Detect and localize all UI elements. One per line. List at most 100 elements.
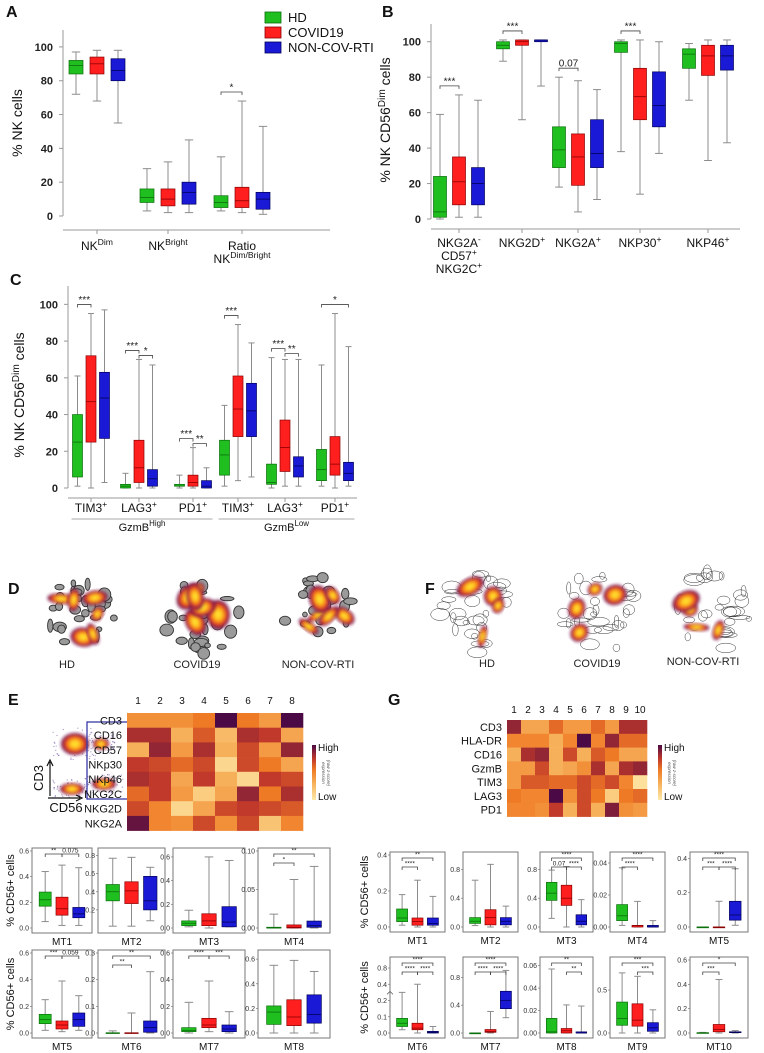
- heatmap-cell: [149, 801, 172, 817]
- event-dot: [111, 743, 113, 746]
- box-covid19: [329, 313, 341, 489]
- event-dot: [116, 784, 118, 786]
- event-dot: [52, 731, 54, 733]
- event-dot: [52, 781, 55, 783]
- box-hd: [396, 991, 408, 1031]
- heatmap-cell: [259, 713, 282, 728]
- bracket-line: [401, 866, 418, 870]
- box: [571, 133, 585, 186]
- bracket-line: [502, 30, 523, 34]
- label-segment: NK: [214, 252, 231, 266]
- bracket-line: [621, 962, 654, 966]
- heatmap-cell: [577, 761, 592, 776]
- superscript: +: [344, 499, 349, 509]
- heatmap-cell: [259, 727, 282, 743]
- significance-label: ***: [444, 76, 456, 87]
- box: [546, 882, 558, 901]
- significance-label: **: [129, 950, 135, 957]
- box: [633, 67, 647, 121]
- event-dot: [88, 735, 90, 737]
- event-dot: [58, 790, 60, 792]
- event-dot: [91, 731, 93, 733]
- heatmap-row-label: GzmB: [471, 763, 502, 775]
- contour-island: [717, 595, 731, 605]
- significance-bracket: ***: [44, 950, 63, 959]
- significance-label: ****: [561, 852, 572, 859]
- box: [147, 469, 158, 487]
- contour-island: [724, 617, 736, 626]
- significance-bracket: ***: [502, 21, 523, 34]
- event-dot: [76, 780, 78, 782]
- y-tick-label: 0.4: [377, 853, 387, 860]
- box-non-cov-rti: [201, 467, 212, 489]
- superscript: +: [298, 499, 303, 509]
- bracket-line: [637, 971, 654, 975]
- y-axis-label: % CD56+ cells: [5, 957, 17, 1030]
- heatmap-cell: [619, 802, 634, 817]
- contour-island: [57, 624, 66, 634]
- box: [469, 917, 481, 924]
- heatmap-cell: [507, 747, 522, 762]
- heatmap-cell: [259, 801, 282, 817]
- panel-title: MT6: [408, 1042, 428, 1053]
- box-hd: [68, 51, 84, 95]
- y-axis-label: % CD56+ cells: [5, 854, 17, 927]
- heatmap-cell: [577, 775, 592, 790]
- box: [89, 56, 105, 75]
- contour-island: [602, 624, 620, 631]
- significance-bracket: 0.075: [61, 848, 80, 857]
- contour-island: [219, 596, 235, 602]
- event-dot: [89, 733, 91, 736]
- y-tick-label: 0.2: [19, 900, 29, 907]
- tsne-label: HD: [479, 658, 495, 670]
- event-dot: [55, 749, 57, 751]
- heatmap-row-label: PD1: [481, 805, 502, 817]
- category-label: LAG3+: [121, 499, 157, 515]
- panel-title: MT10: [706, 1042, 732, 1053]
- contour-island: [441, 596, 457, 603]
- superscript: +: [152, 499, 157, 509]
- bracket-line: [718, 866, 736, 870]
- tsne-plot: HD: [47, 577, 118, 671]
- heatmap-cell: [127, 815, 150, 831]
- box: [616, 1001, 628, 1026]
- box-non-cov-rti: [255, 125, 271, 215]
- box-covid19: [201, 856, 217, 929]
- heatmap-cell: [633, 802, 648, 817]
- heatmap-column-label: 6: [245, 696, 251, 707]
- contour-island: [462, 620, 471, 626]
- event-dot: [114, 737, 116, 739]
- significance-bracket: **: [112, 959, 132, 968]
- bracket-line: [621, 866, 638, 870]
- panel-frame: [31, 949, 93, 1039]
- box-non-cov-rti: [221, 1011, 237, 1034]
- event-dot: [90, 747, 92, 750]
- contour-island: [734, 594, 749, 608]
- bracket-line: [284, 353, 299, 357]
- significance-bracket: ****: [718, 861, 736, 870]
- superscript: +: [249, 499, 254, 509]
- y-tick-label: 0.6: [245, 957, 255, 964]
- box-hd: [38, 999, 52, 1031]
- box: [286, 999, 302, 1026]
- box: [329, 436, 341, 476]
- event-dot: [120, 774, 122, 776]
- significance-bracket: ***: [77, 295, 92, 308]
- contour-island: [467, 646, 488, 658]
- box-non-cov-rti: [147, 364, 158, 489]
- event-dot: [110, 791, 112, 793]
- heatmap-cell: [591, 775, 606, 790]
- event-dot: [57, 785, 59, 787]
- box-covid19: [560, 1004, 573, 1034]
- heatmap-cell: [237, 742, 260, 758]
- heatmap-cell: [549, 802, 564, 817]
- label-segment: GzmB: [264, 522, 295, 534]
- event-dot: [108, 749, 111, 751]
- significance-label: ***: [634, 957, 642, 964]
- box: [396, 908, 408, 922]
- event-dot: [59, 785, 62, 787]
- heatmap-cell: [149, 727, 172, 743]
- heatmap-cell: [633, 747, 648, 762]
- heatmap-cell: [521, 775, 536, 790]
- panel-title: MT4: [628, 936, 648, 947]
